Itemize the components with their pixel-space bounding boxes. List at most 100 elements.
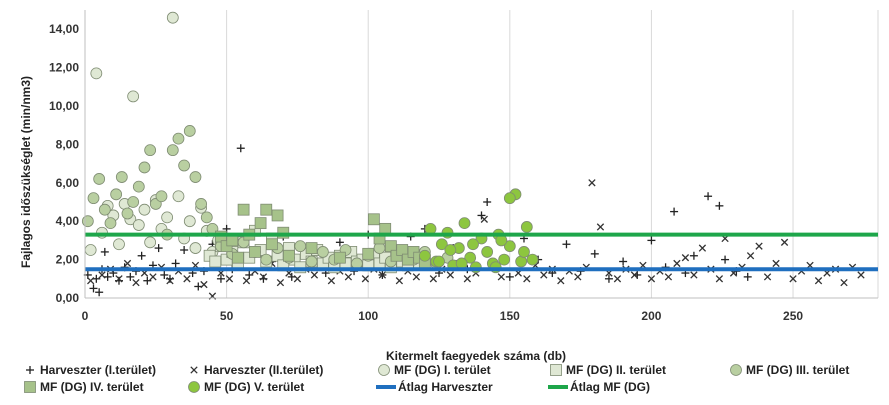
marker-stroke	[588, 179, 596, 187]
marker-stroke	[574, 273, 582, 281]
marker-stroke	[200, 280, 208, 289]
data-point-series-1	[259, 273, 268, 281]
data-point-series-3	[209, 255, 222, 268]
legend-item: Átlag MF (DG)	[548, 379, 650, 394]
legend-item: Harveszter (II.terület)	[190, 363, 323, 377]
data-point-series-1	[755, 242, 763, 250]
marker-stroke	[259, 273, 268, 281]
marker-stroke	[480, 215, 488, 223]
data-point-series-6	[503, 192, 516, 205]
data-point-series-5	[367, 213, 380, 226]
marker-stroke	[630, 271, 639, 279]
marker-stroke	[327, 277, 336, 285]
legend-item: MF (DG) II. terület	[550, 363, 666, 377]
data-point-series-4	[98, 203, 111, 216]
marker-stroke	[840, 278, 848, 287]
data-point-series-6	[467, 238, 479, 251]
legend-label: Harveszter (I.terület)	[40, 363, 156, 377]
data-point-series-0	[126, 272, 135, 281]
data-point-series-6	[433, 255, 445, 268]
data-point-series-1	[613, 275, 622, 283]
data-point-series-5	[362, 247, 375, 260]
data-point-series-4	[144, 144, 157, 157]
data-point-series-6	[464, 251, 477, 264]
data-point-series-4	[132, 180, 145, 193]
data-point-series-4	[305, 255, 318, 268]
data-point-series-2	[166, 11, 179, 24]
data-point-series-1	[293, 275, 302, 283]
data-point-series-5	[260, 203, 273, 216]
data-point-series-1	[673, 259, 681, 268]
legend-marker-swatch	[730, 364, 742, 376]
data-point-series-2	[138, 203, 151, 216]
marker-stroke	[755, 242, 763, 250]
data-point-series-4	[87, 192, 100, 205]
data-point-series-1	[166, 277, 174, 285]
data-point-series-4	[166, 144, 179, 157]
x-tick-label: 100	[358, 309, 378, 323]
marker-stroke	[715, 275, 724, 283]
legend-marker-swatch	[550, 364, 562, 376]
data-point-series-2	[84, 244, 97, 256]
data-point-series-4	[178, 159, 191, 172]
gridlines	[226, 10, 879, 298]
data-point-series-0	[216, 274, 225, 283]
marker-stroke	[225, 275, 234, 283]
marker-stroke	[673, 259, 681, 268]
data-point-series-6	[498, 253, 511, 266]
y-tick-label: 2,00	[56, 253, 80, 267]
data-point-series-0	[180, 246, 189, 254]
marker-stroke	[361, 275, 370, 283]
data-point-series-1	[857, 271, 865, 279]
data-point-series-2	[144, 236, 157, 249]
data-point-series-1	[87, 277, 95, 285]
data-point-series-4	[183, 125, 196, 137]
marker-stroke	[310, 271, 319, 279]
data-point-series-4	[172, 132, 185, 145]
data-point-series-1	[446, 271, 455, 279]
legend-marker-swatch	[190, 366, 198, 374]
data-point-series-2	[172, 190, 185, 203]
data-point-series-0	[194, 282, 203, 291]
data-point-series-1	[395, 277, 404, 285]
data-point-series-6	[458, 217, 471, 230]
data-point-series-1	[574, 273, 582, 281]
data-point-series-1	[200, 280, 208, 289]
marker-stroke	[540, 271, 548, 279]
marker-stroke	[149, 273, 157, 281]
axes: 0 50 100 150 200 250 0,00 2,00 4,00 6,00 8,00 10,00…	[49, 10, 878, 323]
data-point-series-0	[619, 257, 628, 266]
data-point-series-1	[681, 254, 690, 262]
y-axis-title: Fajlagos időszükséglet (min/nm3)	[19, 76, 33, 268]
data-point-series-0	[743, 272, 752, 281]
data-point-series-0	[137, 251, 146, 260]
data-point-series-6	[444, 244, 457, 256]
data-point-series-2	[127, 90, 140, 103]
data-point-series-4	[316, 246, 329, 258]
legend-item: Átlag Harveszter	[376, 379, 493, 394]
x-tick-label: 200	[641, 309, 661, 323]
data-point-series-1	[463, 275, 471, 283]
data-point-series-0	[143, 276, 152, 285]
data-point-series-0	[689, 251, 698, 260]
data-point-series-0	[287, 272, 296, 281]
data-point-series-1	[763, 273, 772, 281]
data-point-series-5	[333, 251, 346, 264]
data-point-series-1	[772, 259, 780, 268]
data-point-series-0	[715, 201, 724, 210]
data-point-series-1	[429, 275, 438, 283]
data-point-series-5	[305, 242, 318, 254]
data-point-series-0	[92, 274, 101, 283]
legend-label: MF (DG) I. terület	[394, 363, 491, 377]
data-point-series-1	[378, 271, 387, 279]
y-tick-label: 10,00	[49, 99, 79, 113]
data-point-series-0	[647, 236, 656, 245]
data-point-series-0	[670, 207, 679, 216]
data-point-series-5	[249, 246, 261, 258]
x-tick-label: 250	[783, 309, 803, 323]
marker-stroke	[746, 252, 755, 260]
data-point-series-4	[93, 173, 106, 185]
data-point-series-1	[690, 271, 698, 279]
data-point-series-0	[154, 244, 163, 253]
